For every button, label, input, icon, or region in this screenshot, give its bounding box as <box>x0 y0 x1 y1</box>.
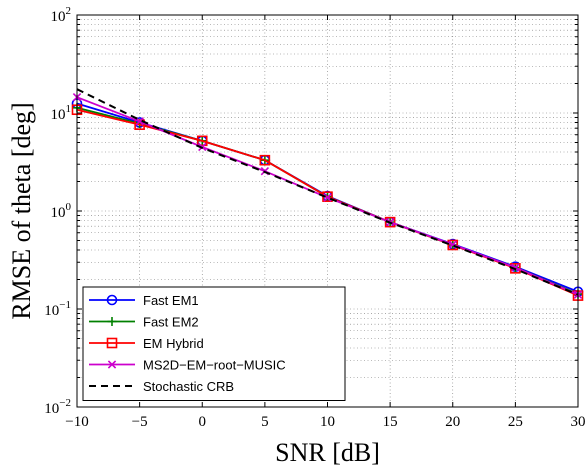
y-tick-label: 102 <box>51 5 72 25</box>
legend-label: Fast EM1 <box>143 293 199 308</box>
data-point <box>447 239 459 251</box>
grid <box>77 15 578 407</box>
data-point <box>259 154 271 166</box>
x-tick-label: 0 <box>199 414 207 430</box>
data-point <box>134 119 145 130</box>
x-tick-label: 30 <box>571 414 585 430</box>
x-tick-label: 15 <box>383 414 398 430</box>
legend: Fast EM1 Fast EM2 EM Hybrid MS2D−EM−root−MU… <box>82 286 346 401</box>
legend-item: Fast EM2 <box>89 315 199 330</box>
legend-item: MS2D−EM−root−MUSIC <box>89 358 286 373</box>
data-point <box>511 263 520 272</box>
series-layer <box>71 88 584 301</box>
x-tick-label: 25 <box>508 414 523 430</box>
data-point <box>196 135 208 147</box>
data-point <box>106 294 118 306</box>
x-tick-label: 5 <box>261 414 269 430</box>
x-tick-label: 10 <box>320 414 335 430</box>
legend-label: Fast EM2 <box>143 315 199 330</box>
x-tick-label: −5 <box>132 414 148 430</box>
y-tick-label: 10−1 <box>44 299 71 319</box>
legend-label: MS2D−EM−root−MUSIC <box>143 358 286 373</box>
ticks: −10 −5 0 5 10 15 20 25 30 10−2 10−1 100 101 102 <box>44 5 585 430</box>
legend-label: EM Hybrid <box>143 336 204 351</box>
x-tick-label: 20 <box>445 414 460 430</box>
legend-label: Stochastic CRB <box>143 379 234 394</box>
legend-item: EM Hybrid <box>89 336 204 351</box>
data-point <box>323 193 332 202</box>
legend-item: Stochastic CRB <box>89 379 234 394</box>
y-axis-label: RMSE of theta [deg] <box>7 102 36 319</box>
data-point <box>135 117 144 126</box>
series-3 <box>72 93 583 299</box>
data-point <box>384 216 396 228</box>
data-point <box>107 360 117 369</box>
y-tick-label: 10−2 <box>44 397 71 417</box>
x-tick-label: −10 <box>65 414 88 430</box>
data-point <box>106 337 118 349</box>
x-axis-label: SNR [dB] <box>275 438 380 467</box>
data-point <box>107 317 117 326</box>
y-tick-label: 100 <box>51 201 72 221</box>
legend-item: Fast EM1 <box>89 293 199 308</box>
y-tick-label: 101 <box>51 103 72 123</box>
